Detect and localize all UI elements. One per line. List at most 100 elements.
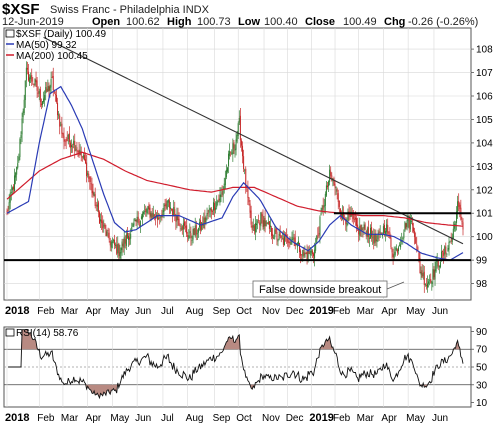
price-candle-body (456, 211, 458, 223)
price-candle-body (194, 225, 196, 237)
price-candle-body (306, 251, 308, 260)
price-candle-body (168, 200, 170, 208)
price-candle-body (151, 213, 153, 219)
price-candle-body (201, 222, 203, 230)
price-candle-body (247, 187, 249, 198)
price-candle-body (50, 78, 52, 88)
price-candle-body (25, 67, 27, 81)
price-candle-body (49, 86, 51, 91)
price-candle-body (390, 237, 392, 248)
instrument-name: Swiss Franc - Philadelphia INDX (50, 4, 210, 16)
price-candle-body (402, 237, 404, 239)
price-candle-body (14, 175, 16, 192)
price-candle-body (419, 257, 421, 274)
price-candle-body (149, 207, 151, 218)
price-candle-body (225, 169, 227, 178)
price-candle-body (275, 227, 277, 232)
price-candle-body (295, 244, 297, 246)
price-candle-body (453, 224, 455, 229)
price-candle-body (131, 226, 133, 232)
price-candle-body (108, 232, 110, 240)
price-candle-body (450, 239, 452, 241)
price-candle-body (394, 251, 396, 255)
price-candle-body (115, 244, 117, 247)
price-candle-body (449, 241, 451, 243)
price-candle-body (274, 229, 276, 238)
price-candle-body (71, 145, 73, 148)
price-candle-body (361, 227, 363, 231)
price-candle-body (206, 213, 208, 216)
price-candle-body (413, 227, 415, 232)
price-x-tick-label: Jun (432, 306, 448, 317)
price-candle-body (165, 203, 167, 207)
price-candle-body (405, 223, 407, 229)
price-x-tick-label: Oct (236, 306, 252, 317)
price-candle-body (408, 216, 410, 228)
quote-chg-label: Chg (384, 16, 405, 28)
price-candle-body (309, 250, 311, 256)
quote-open-label: Open (92, 16, 120, 28)
price-candle-body (112, 240, 114, 242)
price-candle-body (434, 269, 436, 280)
price-x-tick-label: Feb (333, 306, 351, 317)
price-candle-body (136, 216, 138, 222)
price-candle-body (417, 246, 419, 251)
price-candle-body (124, 239, 126, 244)
price-candle-body (260, 212, 262, 227)
price-candle-body (313, 253, 315, 257)
price-candle-body (258, 220, 260, 221)
price-candle-body (392, 253, 394, 257)
price-candle-body (45, 87, 47, 94)
price-candle-body (302, 249, 304, 257)
price-candle-body (458, 201, 460, 207)
price-candle-body (116, 244, 118, 254)
price-y-tick-label: 108 (476, 45, 493, 56)
price-candle-body (54, 94, 56, 95)
price-candle-body (65, 140, 67, 142)
rsi-y-tick-label: 10 (476, 398, 488, 409)
price-candle-body (368, 237, 370, 239)
price-candle-body (381, 234, 383, 237)
price-candle-body (383, 225, 385, 233)
price-candle-body (162, 210, 164, 216)
price-candle-body (196, 233, 198, 235)
price-candle-body (314, 249, 316, 259)
price-candle-body (123, 237, 125, 248)
price-candle-body (210, 208, 212, 212)
rsi-y-tick-label: 30 (476, 380, 488, 391)
rsi-x-tick-label: Mar (357, 413, 375, 424)
price-candle-body (67, 134, 69, 139)
price-candle-body (144, 211, 146, 212)
price-candle-body (329, 169, 331, 182)
price-candle-body (186, 225, 188, 234)
price-candle-body (288, 241, 290, 244)
price-candle-body (179, 225, 181, 227)
price-candle-body (175, 216, 177, 222)
price-candle-body (414, 231, 416, 238)
price-candle-body (332, 180, 334, 182)
annotation-pointer (386, 281, 405, 290)
price-candle-body (278, 233, 280, 240)
price-candle-body (423, 271, 425, 286)
price-candle-body (214, 203, 216, 211)
price-candle-body (220, 194, 222, 197)
rsi-x-tick-label: Nov (262, 413, 280, 424)
price-candle-body (166, 201, 168, 209)
price-candle-body (429, 279, 431, 281)
price-candle-body (338, 200, 340, 207)
price-candle-body (307, 249, 309, 259)
price-candle-body (266, 222, 268, 224)
price-candle-body (292, 236, 294, 241)
price-candle-body (38, 91, 40, 94)
price-candle-body (345, 219, 347, 225)
quote-low-label: Low (238, 16, 260, 28)
rsi-x-tick-label: Jun (432, 413, 448, 424)
price-x-tick-label: Sep (213, 306, 231, 317)
price-candle-body (385, 231, 387, 234)
price-candle-body (53, 90, 55, 93)
price-candle-body (373, 235, 375, 244)
price-candle-body (349, 213, 351, 217)
price-candle-body (61, 123, 63, 134)
price-candle-body (187, 235, 189, 238)
price-candle-body (129, 237, 131, 240)
